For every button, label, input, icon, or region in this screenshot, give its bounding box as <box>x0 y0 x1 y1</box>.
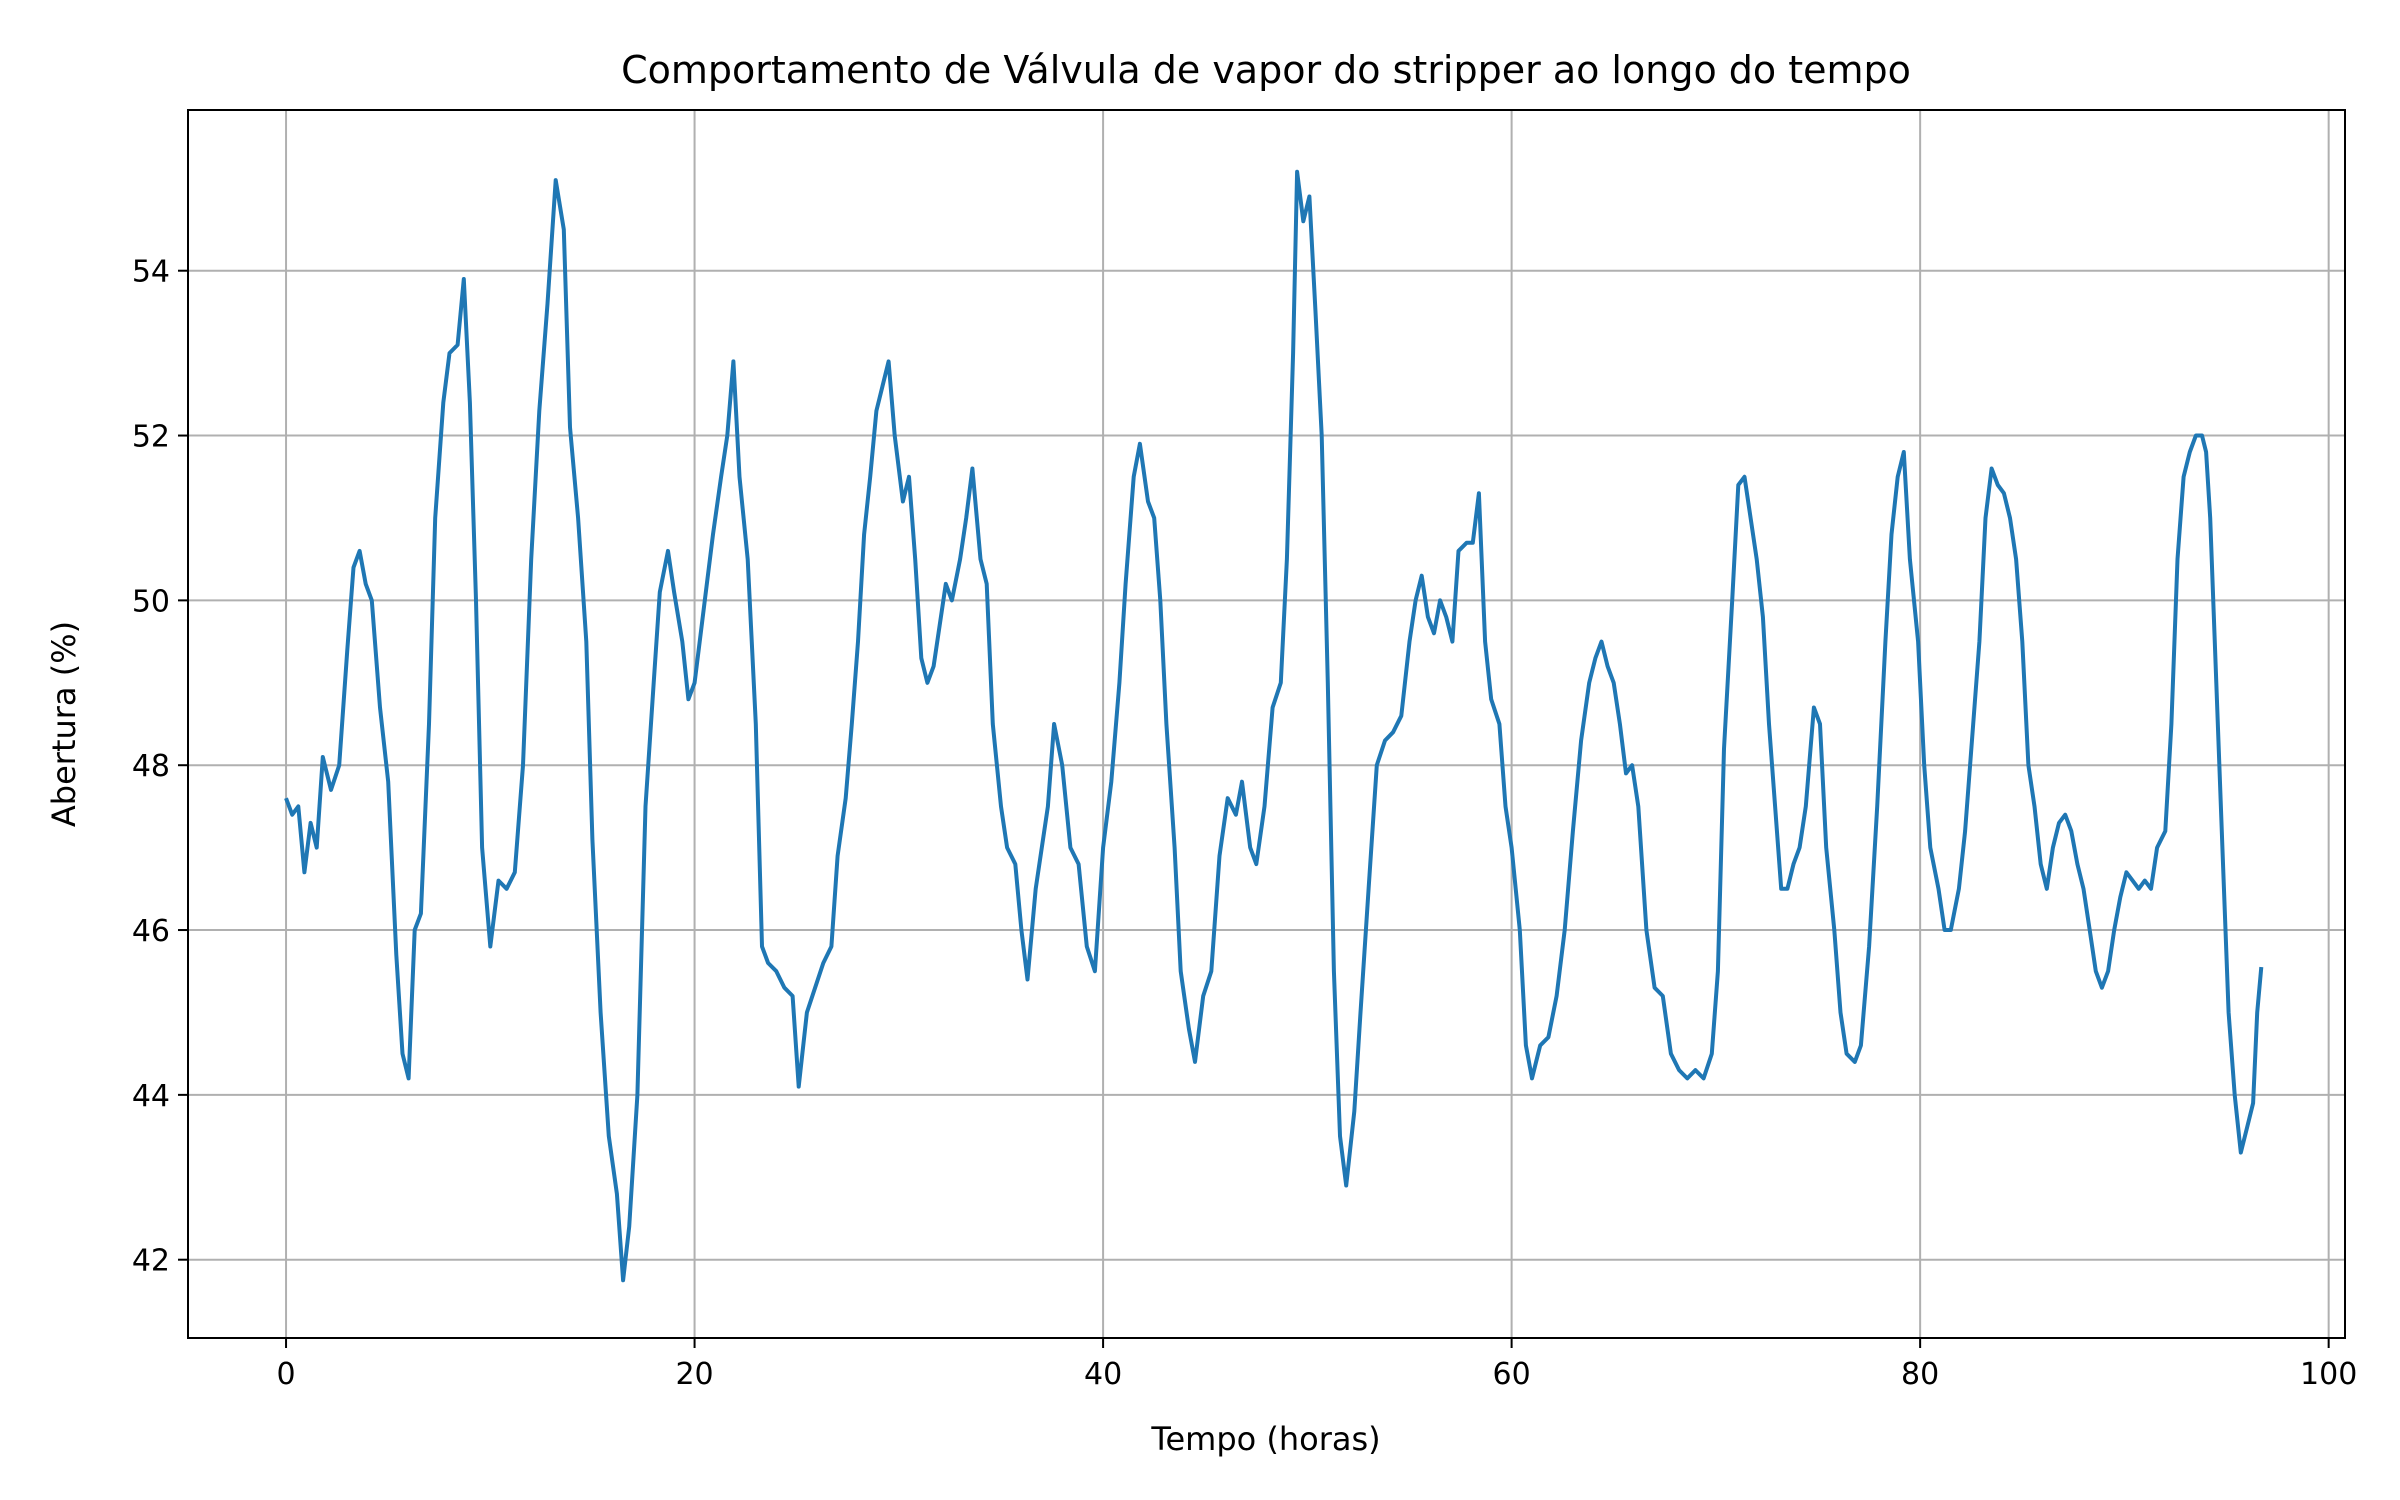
x-tick-label: 100 <box>2300 1357 2357 1392</box>
x-tick-label: 0 <box>276 1357 295 1392</box>
x-axis-label: Tempo (horas) <box>1150 1420 1380 1458</box>
y-tick-label: 44 <box>132 1079 170 1114</box>
ticks: 0 20 40 60 80 100 42 44 46 48 50 52 54 <box>132 255 2357 1392</box>
y-tick-label: 52 <box>132 420 170 455</box>
x-tick-label: 60 <box>1493 1357 1531 1392</box>
y-tick-label: 54 <box>132 255 170 290</box>
chart-title: Comportamento de Válvula de vapor do str… <box>621 48 1911 92</box>
x-tick-label: 20 <box>675 1357 713 1392</box>
plot-frame <box>187 109 2346 1339</box>
x-tick-label: 40 <box>1084 1357 1122 1392</box>
y-axis-label: Abertura (%) <box>45 621 83 827</box>
y-tick-label: 46 <box>132 914 170 949</box>
x-tick-label: 80 <box>1901 1357 1939 1392</box>
series-layer <box>284 169 2264 1283</box>
y-tick-label: 42 <box>132 1244 170 1279</box>
series-line-0 <box>284 169 2264 1283</box>
y-tick-label: 48 <box>132 749 170 784</box>
grid <box>188 110 2345 1338</box>
y-tick-label: 50 <box>132 584 170 619</box>
